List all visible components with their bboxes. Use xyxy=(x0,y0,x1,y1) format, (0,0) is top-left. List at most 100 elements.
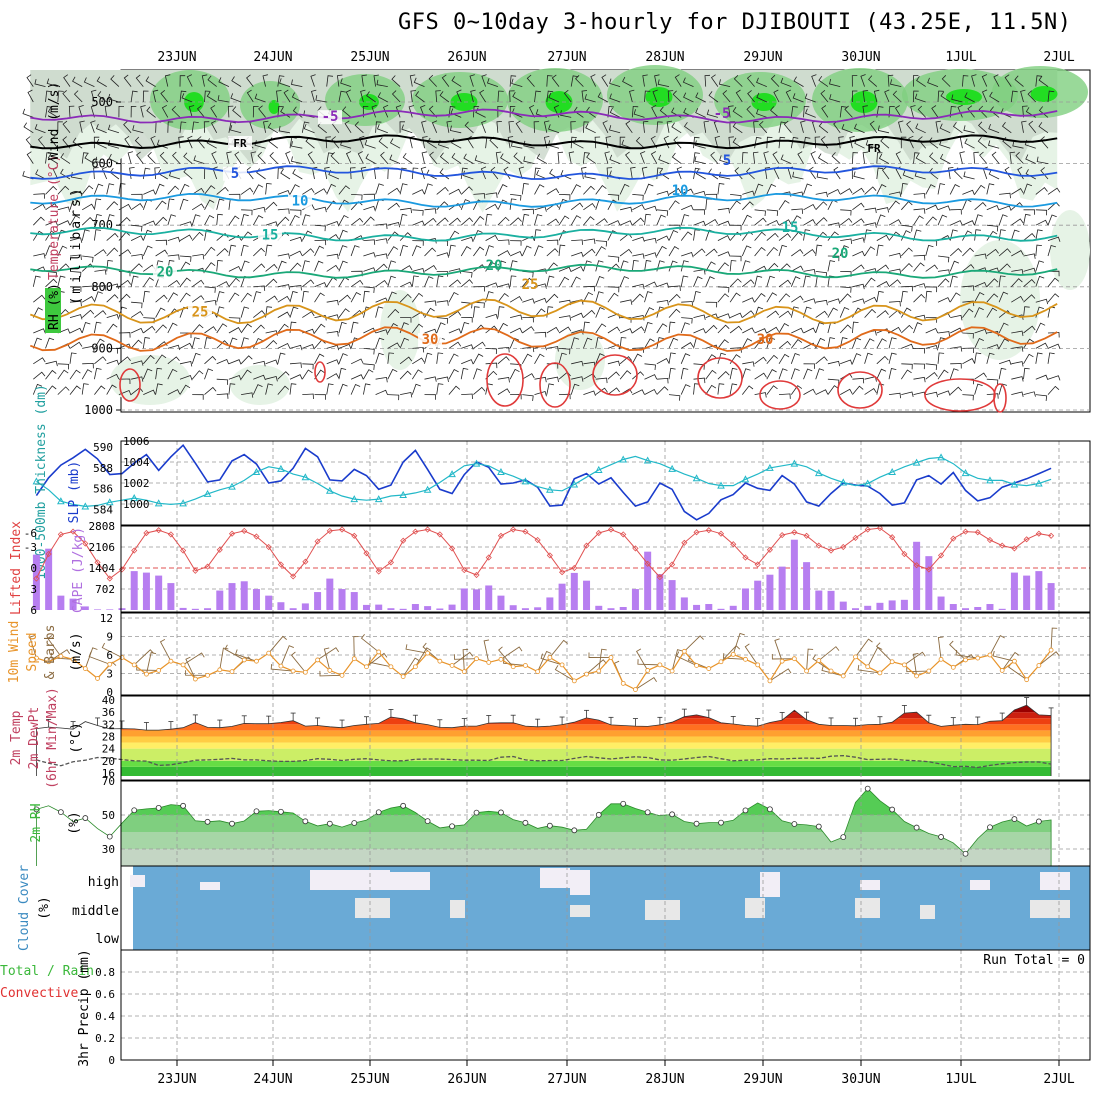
wind-barb xyxy=(155,294,168,303)
wind-barb xyxy=(974,337,984,349)
wind-barb xyxy=(277,342,291,349)
wind-barb xyxy=(1011,330,1024,337)
wind-barb xyxy=(633,109,645,118)
wind-barb xyxy=(742,190,755,197)
wind-speed-point xyxy=(302,669,308,675)
wind-barb xyxy=(228,234,242,241)
wind-ylabel-c-text: & Barbs xyxy=(43,625,58,680)
wind-barb xyxy=(533,121,540,133)
rh-ylabel: RH (%) xyxy=(47,283,62,330)
wind-barb xyxy=(989,91,1000,103)
wind-barb xyxy=(424,208,437,214)
rh-band xyxy=(121,832,1052,849)
wind-barb xyxy=(485,192,498,198)
wind-barb xyxy=(1036,156,1049,164)
wind-speed-point xyxy=(523,663,528,668)
wind-barb xyxy=(732,122,743,134)
wind-barb xyxy=(387,352,395,364)
millibars-ylabel: (millibars) xyxy=(69,185,84,304)
wind-barb xyxy=(570,184,581,195)
wind-barb xyxy=(558,194,571,200)
wind-barb xyxy=(338,214,349,226)
wind-barb xyxy=(522,316,534,323)
wind-barb xyxy=(844,105,853,118)
wind-barb xyxy=(265,221,278,227)
wind-barb xyxy=(204,246,216,257)
wind-barb xyxy=(815,217,828,226)
date-label-bottom: 30JUN xyxy=(841,1072,880,1087)
wind-barb xyxy=(216,323,228,334)
rh-point xyxy=(791,821,798,827)
wind-barb-10m xyxy=(906,666,929,673)
wind-barb xyxy=(693,220,706,227)
wind-barb xyxy=(81,321,91,334)
wind-barb xyxy=(228,317,241,324)
rh-point xyxy=(302,818,309,825)
wind-barb xyxy=(277,105,284,118)
wind-barb xyxy=(155,383,163,395)
wind-speed-point xyxy=(547,655,553,660)
wind-barb xyxy=(590,74,597,87)
wind-barb xyxy=(979,151,988,164)
li-point xyxy=(717,530,725,537)
wind-barb xyxy=(497,292,509,303)
wind-barb xyxy=(595,337,603,349)
wind-barb xyxy=(436,317,449,324)
wind-barb xyxy=(864,296,878,303)
cape-tick-label: 1404 xyxy=(89,562,116,575)
wind-barb xyxy=(546,376,559,383)
wind-barb xyxy=(1035,260,1045,272)
cape-bar xyxy=(94,609,102,610)
temp-band xyxy=(121,712,1052,719)
wind-barb xyxy=(25,136,34,149)
wind-barb xyxy=(1047,385,1060,395)
li-point xyxy=(937,552,945,559)
cape-bar xyxy=(741,588,749,610)
rh-point xyxy=(498,809,504,816)
wind-barb xyxy=(167,236,181,243)
wind-barb xyxy=(81,229,90,241)
wind-barb xyxy=(485,234,499,241)
wind-barb xyxy=(791,191,804,197)
cape-tick-label: 2808 xyxy=(89,520,116,533)
cape-tick-label: 2106 xyxy=(89,541,116,554)
dewpoint-line xyxy=(36,754,1052,769)
wind-barb xyxy=(1047,293,1060,303)
wind-barb xyxy=(803,105,810,118)
wind-barb xyxy=(45,220,58,226)
precip-ylabel: 3hr Precip (mm) xyxy=(77,949,92,1066)
wind-barb xyxy=(766,310,780,318)
wind-barb xyxy=(412,346,425,353)
thickness-tick-label: 584 xyxy=(93,504,113,517)
wind-barb xyxy=(594,136,601,149)
wind-barb-10m xyxy=(684,635,704,652)
wind-barb xyxy=(571,376,584,382)
wind-speed-point xyxy=(339,672,345,678)
precip-tick-label: 0 xyxy=(108,1054,115,1067)
wind-barb xyxy=(69,237,83,243)
wind-barb xyxy=(868,75,878,87)
wind-barb xyxy=(583,238,596,244)
wind-barb xyxy=(463,153,474,164)
wind-barb xyxy=(827,385,839,395)
wind-barb xyxy=(790,368,800,380)
wind-speed-point xyxy=(498,656,504,662)
wind-barb xyxy=(387,394,400,401)
cape-bar xyxy=(717,608,725,610)
isotherm-label: 25 xyxy=(192,304,209,320)
wind-barb xyxy=(408,105,415,118)
wind-barb xyxy=(631,353,643,364)
cape-bar xyxy=(399,608,407,610)
wind-barb xyxy=(998,367,1007,380)
isotherm-label-bg xyxy=(153,265,177,280)
wind-barb xyxy=(621,139,633,149)
wind-barb xyxy=(291,92,303,103)
wind-barb-10m xyxy=(904,651,926,666)
wind-barb xyxy=(94,198,102,210)
wind-barb xyxy=(123,120,132,134)
wind-barb xyxy=(570,215,582,226)
wind-barb xyxy=(326,183,336,195)
wind-barb xyxy=(792,171,804,180)
wind-barb xyxy=(706,109,719,118)
high-cloud xyxy=(860,880,880,890)
